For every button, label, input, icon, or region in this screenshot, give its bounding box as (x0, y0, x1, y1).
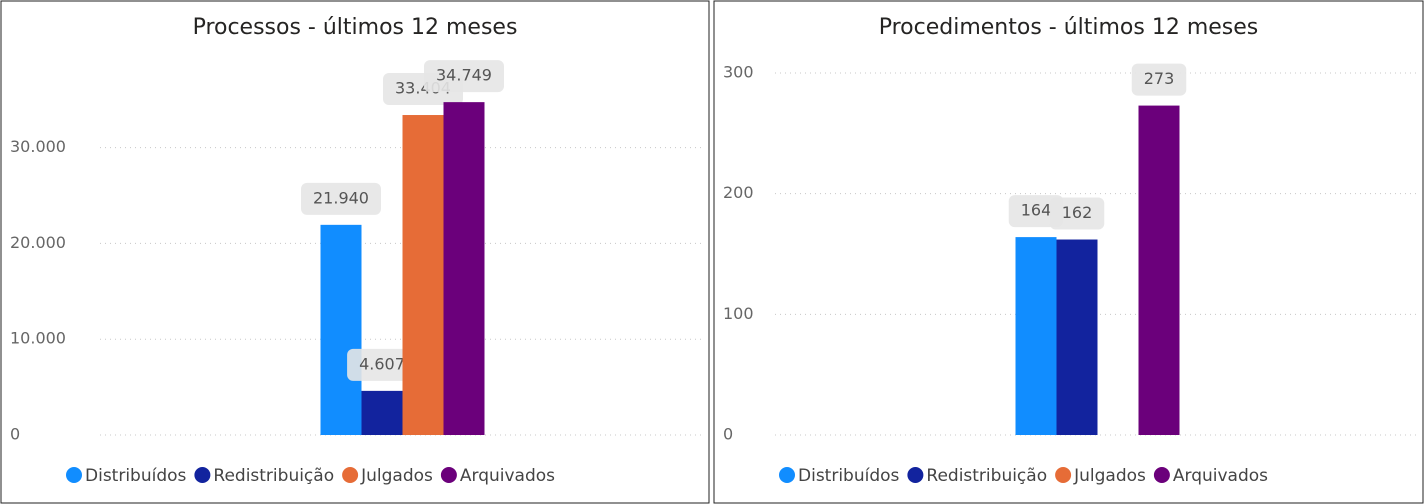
chart-title: Procedimentos - últimos 12 meses (879, 15, 1259, 40)
y-tick-label: 200 (723, 183, 754, 202)
legend-label: Julgados (1073, 466, 1146, 486)
value-label: 164 (1021, 201, 1052, 220)
legend-marker (194, 467, 211, 483)
legend-marker (440, 467, 457, 483)
bar (1056, 239, 1098, 435)
legend-label: Redistribuição (213, 466, 334, 486)
y-tick-label: 20.000 (10, 233, 66, 252)
legend-marker (1153, 467, 1170, 483)
legend-label: Arquivados (1173, 466, 1268, 486)
legend-label: Distribuídos (85, 466, 187, 486)
y-tick-label: 30.000 (10, 137, 66, 156)
chart-title: Processos - últimos 12 meses (193, 15, 518, 40)
value-label: 4.607 (359, 354, 405, 373)
value-label-bg (1049, 197, 1105, 230)
bar (320, 224, 362, 435)
panel-border (0, 0, 710, 504)
legend-label: Redistribuição (926, 466, 1047, 486)
y-tick-label: 0 (723, 425, 733, 444)
legend-label: Julgados (360, 466, 433, 486)
value-label: 273 (1144, 69, 1175, 88)
legend-marker (779, 467, 795, 483)
y-tick-label: 0 (10, 425, 20, 444)
bar (361, 390, 403, 435)
value-label-bg (1008, 195, 1064, 228)
legend-marker (342, 467, 359, 483)
panel-border (713, 0, 1424, 504)
legend-label: Distribuídos (798, 466, 900, 486)
value-label-bg (1131, 63, 1187, 96)
y-tick-label: 10.000 (10, 329, 66, 348)
value-label: 21.940 (313, 188, 369, 207)
y-tick-label: 100 (723, 304, 754, 323)
legend-marker (66, 467, 82, 483)
bar (1138, 105, 1180, 435)
y-tick-label: 300 (723, 63, 754, 82)
value-label-bg (301, 182, 381, 215)
value-label: 34.749 (436, 66, 492, 85)
value-label-bg (347, 348, 417, 381)
legend-label: Arquivados (460, 466, 555, 486)
bar (1015, 237, 1057, 435)
bar (402, 115, 444, 435)
legend-marker (1055, 467, 1072, 483)
value-label: 162 (1062, 203, 1093, 222)
bar (443, 102, 485, 435)
legend-marker (907, 467, 924, 483)
value-label-bg (424, 60, 504, 93)
